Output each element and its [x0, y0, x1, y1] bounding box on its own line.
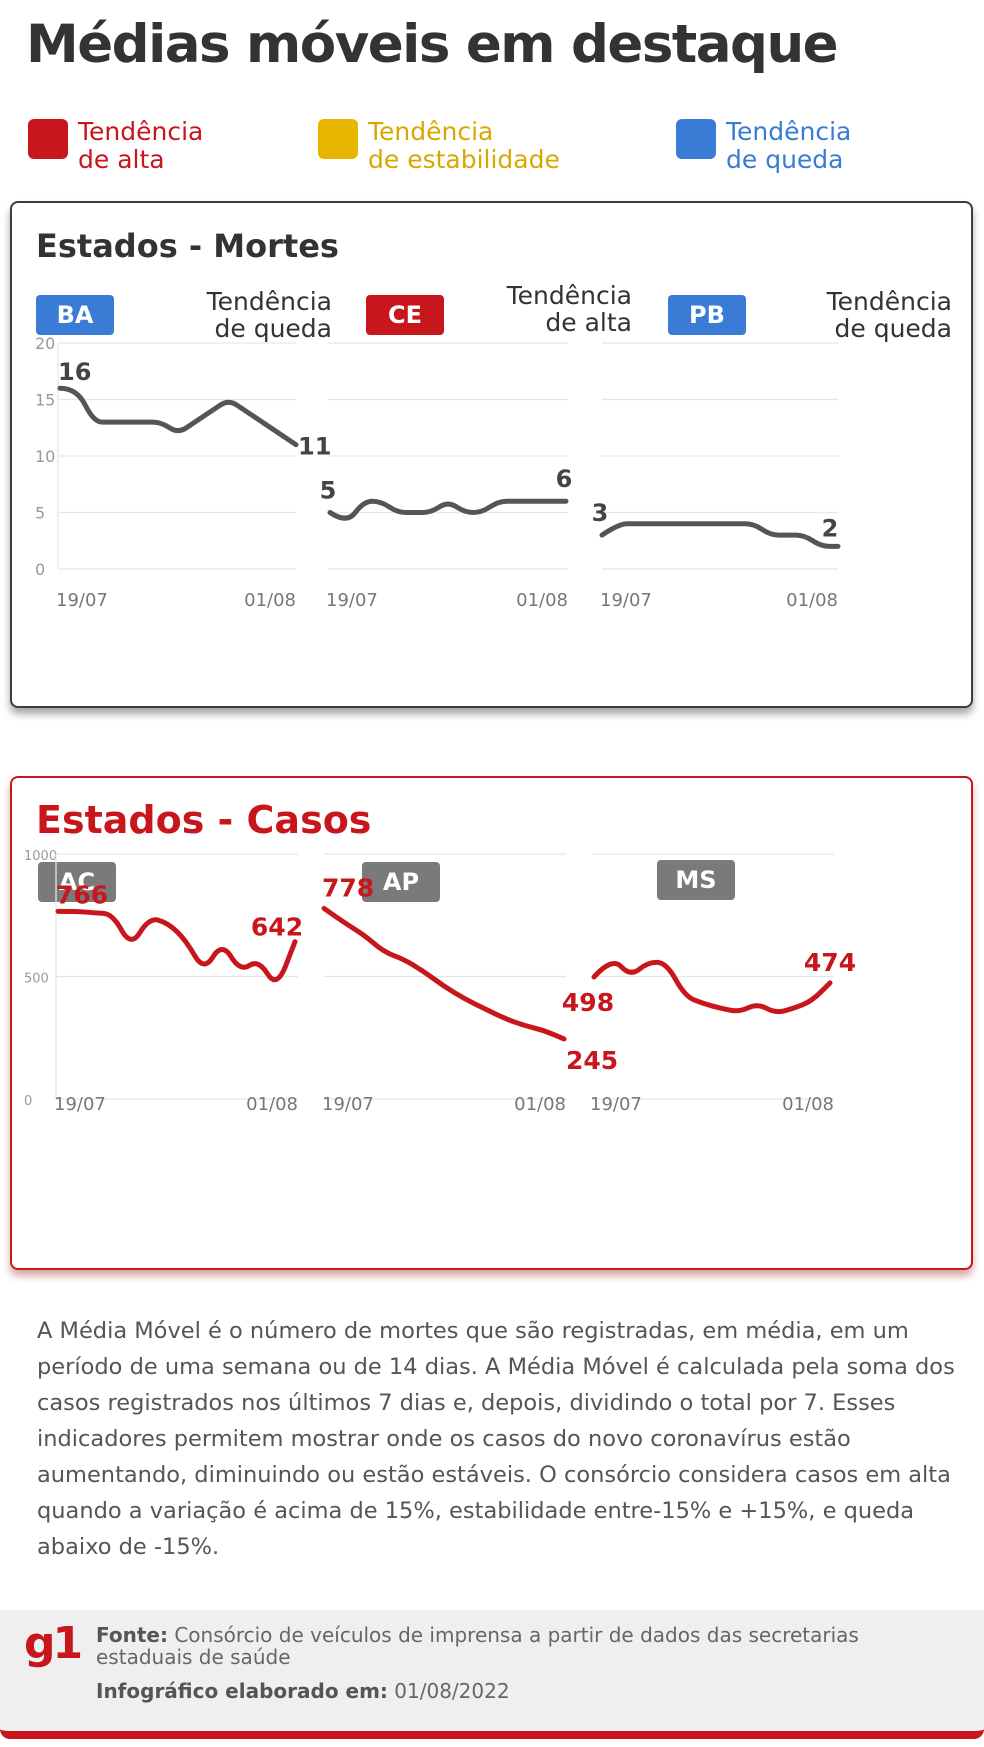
footer: g1 Fonte: Consórcio de veículos de impre…: [0, 1610, 984, 1739]
y-tick-label: 20: [35, 334, 55, 353]
series-line-ap: [321, 905, 567, 1042]
footer-date-label: Infográfico elaborado em:: [96, 1679, 388, 1703]
legend-item-queda: Tendência de queda: [676, 118, 984, 174]
legend-label-line2: de alta: [78, 145, 165, 174]
x-tick-label: 01/08: [782, 1094, 834, 1115]
x-tick-label: 01/08: [244, 590, 296, 611]
legend-swatch-red: [28, 119, 68, 159]
trend-line1: Tendência: [506, 281, 632, 310]
deaths-panel: Estados - Mortes BA Tendência de queda C…: [10, 201, 973, 708]
end-value-label: 474: [804, 948, 856, 977]
x-tick-label: 01/08: [514, 1094, 566, 1115]
start-value-label: 766: [56, 880, 108, 909]
description-text: A Média Móvel é o número de mortes que s…: [37, 1318, 955, 1560]
cases-panel-title: Estados - Casos: [36, 798, 372, 842]
end-value-label: 2: [822, 514, 839, 542]
series-line-pb: [599, 521, 841, 549]
y-tick-label: 15: [35, 391, 55, 410]
state-badge-ap: AP: [362, 862, 440, 902]
trend-line2: de queda: [834, 314, 952, 343]
end-value-label: 245: [566, 1046, 618, 1075]
g1-logo: g1: [24, 1618, 83, 1669]
legend-swatch-yellow: [318, 119, 358, 159]
legend-label-line2: de estabilidade: [368, 145, 560, 174]
x-tick-label: 19/07: [326, 590, 378, 611]
start-value-label: 498: [562, 988, 614, 1017]
x-tick-label: 19/07: [600, 590, 652, 611]
trend-line2: de queda: [214, 314, 332, 343]
series-line-ms: [591, 959, 833, 1015]
y-tick-label: 500: [24, 972, 49, 987]
end-value-label: 6: [556, 465, 573, 493]
series-line-ac: [55, 908, 298, 983]
state-badge-ms: MS: [657, 860, 735, 900]
start-value-label: 16: [58, 358, 91, 386]
end-value-label: 11: [298, 433, 331, 461]
footer-source-label: Fonte:: [96, 1623, 168, 1647]
legend-item-alta: Tendência de alta: [28, 118, 348, 174]
trend-line1: Tendência: [826, 287, 952, 316]
legend-label-line1: Tendência: [368, 117, 494, 146]
legend-label-line2: de queda: [726, 145, 844, 174]
start-value-label: 3: [592, 499, 609, 527]
x-tick-label: 19/07: [54, 1094, 106, 1115]
trend-line1: Tendência: [206, 287, 332, 316]
cases-chart: 0 500 1000 766 642 19/07 01/08 778 245 19/07 01/08…: [24, 849, 856, 1115]
state-badge-ac: AC: [38, 862, 116, 902]
state-badge-pb: PB: [668, 295, 746, 335]
footer-source: Fonte: Consórcio de veículos de imprensa…: [96, 1624, 916, 1668]
state-badge-ba: BA: [36, 295, 114, 335]
series-line-ba: [57, 385, 299, 448]
legend-label-line1: Tendência: [78, 117, 204, 146]
page-title: Médias móveis em destaque: [26, 14, 839, 75]
footer-date: Infográfico elaborado em: 01/08/2022: [96, 1680, 510, 1702]
series-line-ce: [327, 498, 569, 521]
start-value-label: 5: [320, 477, 337, 505]
x-tick-label: 01/08: [516, 590, 568, 611]
deaths-panel-title: Estados - Mortes: [36, 227, 339, 265]
x-tick-label: 19/07: [590, 1094, 642, 1115]
state-badge-ce: CE: [366, 295, 444, 335]
legend-swatch-blue: [676, 119, 716, 159]
end-value-label: 642: [251, 913, 303, 942]
cases-panel: Estados - Casos AC AP MS 0 500 1000 766 642 1…: [10, 776, 973, 1270]
trend-line2: de alta: [545, 308, 632, 337]
trend-label-ce: Tendência de alta: [472, 282, 632, 336]
y-tick-label: 0: [35, 560, 45, 579]
y-tick-label: 5: [35, 504, 45, 523]
x-tick-label: 19/07: [322, 1094, 374, 1115]
y-tick-label: 0: [24, 1094, 32, 1109]
legend-label-line1: Tendência: [726, 117, 852, 146]
footer-source-text: Consórcio de veículos de imprensa a part…: [96, 1623, 859, 1669]
x-tick-label: 01/08: [246, 1094, 298, 1115]
trend-label-pb: Tendência de queda: [792, 288, 952, 342]
start-value-label: 778: [322, 873, 374, 902]
trend-label-ba: Tendência de queda: [172, 288, 332, 342]
y-tick-label: 10: [35, 447, 55, 466]
x-tick-label: 01/08: [786, 590, 838, 611]
x-tick-label: 19/07: [56, 590, 108, 611]
footer-date-text: 01/08/2022: [394, 1679, 510, 1703]
y-tick-label: 1000: [24, 849, 57, 864]
legend-item-estabilidade: Tendência de estabilidade: [318, 118, 638, 174]
